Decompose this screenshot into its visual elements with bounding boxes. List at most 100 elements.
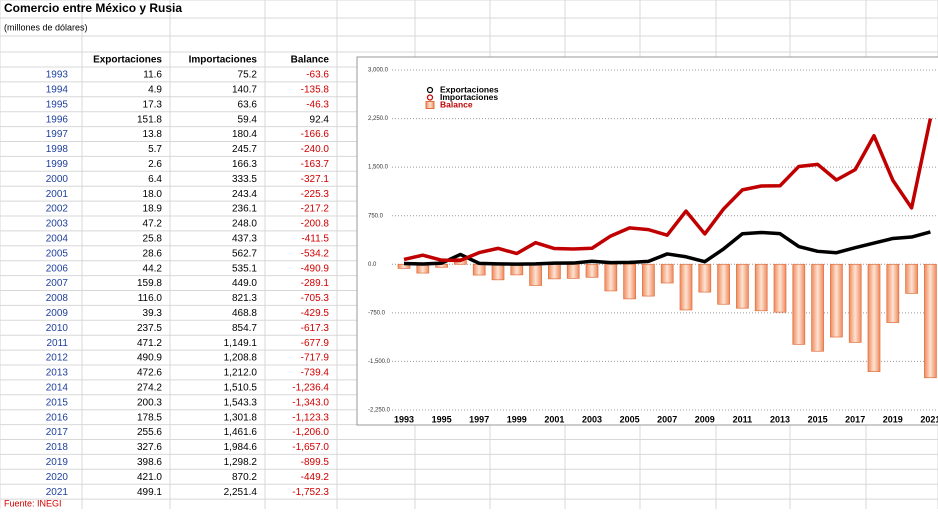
row-year: 2005 bbox=[46, 248, 69, 259]
bar bbox=[529, 263, 542, 286]
row-year: 2010 bbox=[46, 323, 69, 334]
cell-value: 1,301.8 bbox=[224, 412, 258, 423]
cell-value: 821.3 bbox=[232, 293, 257, 304]
bar bbox=[679, 263, 693, 311]
bar bbox=[585, 263, 599, 278]
row-year: 2000 bbox=[46, 174, 69, 185]
y-tick-label: -750.0 bbox=[368, 310, 386, 316]
row-year: 1993 bbox=[46, 70, 69, 81]
row-year: 2014 bbox=[46, 383, 69, 394]
bar bbox=[886, 263, 900, 323]
legend-marker bbox=[426, 94, 434, 101]
y-tick-label: -2,250.0 bbox=[368, 408, 391, 414]
cell-value: 151.8 bbox=[137, 114, 162, 125]
column-header: Exportaciones bbox=[93, 55, 162, 66]
row-year: 1994 bbox=[46, 85, 69, 96]
x-tick-label: 2005 bbox=[620, 414, 640, 424]
cell-value: 17.3 bbox=[143, 99, 163, 110]
cell-value: 13.8 bbox=[143, 129, 163, 140]
cell-value: -739.4 bbox=[301, 368, 330, 379]
cell-value: 116.0 bbox=[138, 293, 163, 304]
cell-value: -705.3 bbox=[301, 293, 330, 304]
bar bbox=[924, 263, 937, 379]
cell-value: 11.6 bbox=[143, 70, 162, 81]
cell-value: 25.8 bbox=[143, 234, 163, 245]
cell-value: 1,543.3 bbox=[224, 397, 258, 408]
source: Fuente: INEGI bbox=[4, 498, 62, 508]
cell-value: 449.0 bbox=[232, 278, 257, 289]
cell-value: -240.0 bbox=[301, 144, 330, 155]
bar bbox=[491, 263, 505, 281]
cell-value: 535.1 bbox=[232, 263, 257, 274]
x-tick-label: 2003 bbox=[582, 414, 602, 424]
bar bbox=[792, 263, 806, 345]
row-year: 2019 bbox=[46, 457, 69, 468]
cell-value: -534.2 bbox=[301, 248, 330, 259]
row-year: 2003 bbox=[46, 219, 69, 230]
legend-label: Importaciones bbox=[440, 92, 498, 102]
bar bbox=[736, 263, 749, 309]
cell-value: 6.4 bbox=[148, 174, 162, 185]
y-tick-label: 3,000.0 bbox=[368, 68, 389, 74]
cell-value: 5.7 bbox=[148, 144, 162, 155]
bar bbox=[867, 263, 881, 372]
cell-value: 237.5 bbox=[137, 323, 162, 334]
row-year: 2018 bbox=[46, 442, 69, 453]
bar bbox=[472, 263, 486, 276]
chart-frame bbox=[356, 56, 938, 426]
cell-value: -200.8 bbox=[301, 219, 330, 230]
cell-value: 75.2 bbox=[238, 70, 258, 81]
cell-value: 562.7 bbox=[232, 248, 257, 259]
cell-value: -327.1 bbox=[301, 174, 330, 185]
bar bbox=[848, 263, 862, 343]
bar bbox=[811, 263, 824, 352]
row-year: 1995 bbox=[46, 99, 69, 110]
cell-value: -1,752.3 bbox=[292, 487, 329, 498]
row-year: 1996 bbox=[46, 114, 69, 125]
cell-value: 1,461.6 bbox=[224, 427, 258, 438]
row-year: 2001 bbox=[46, 189, 69, 200]
cell-value: 166.3 bbox=[232, 159, 257, 170]
cell-value: -217.2 bbox=[301, 204, 330, 215]
bar bbox=[566, 263, 580, 279]
cell-value: 63.6 bbox=[238, 99, 258, 110]
cell-value: -717.9 bbox=[301, 353, 330, 364]
row-year: 2020 bbox=[46, 472, 69, 483]
cell-value: -677.9 bbox=[301, 338, 330, 349]
cell-value: 490.9 bbox=[137, 353, 162, 364]
sheet-title: Comercio entre México y Rusia bbox=[4, 1, 182, 15]
bar bbox=[717, 263, 730, 305]
cell-value: 248.0 bbox=[232, 219, 257, 230]
cell-value: -1,343.0 bbox=[292, 397, 329, 408]
cell-value: -617.3 bbox=[301, 323, 330, 334]
cell-value: 180.4 bbox=[232, 129, 257, 140]
line bbox=[403, 118, 933, 263]
line bbox=[403, 230, 931, 266]
cell-value: 1,208.8 bbox=[224, 353, 258, 364]
bar bbox=[623, 263, 636, 300]
cell-value: -411.5 bbox=[301, 234, 329, 245]
cell-value: 4.9 bbox=[148, 85, 162, 96]
cell-value: 92.4 bbox=[310, 114, 330, 125]
cell-value: 255.6 bbox=[137, 427, 162, 438]
legend-label: Balance bbox=[440, 99, 473, 109]
row-year: 2021 bbox=[46, 487, 69, 498]
sheet-subtitle: (millones de dólares) bbox=[4, 22, 88, 32]
cell-value: 18.9 bbox=[143, 204, 163, 215]
column-header: Importaciones bbox=[189, 55, 258, 66]
cell-value: 1,298.2 bbox=[224, 457, 258, 468]
row-year: 2013 bbox=[46, 368, 69, 379]
bar bbox=[642, 263, 655, 297]
x-tick-label: 1993 bbox=[394, 414, 414, 424]
chart: -2,250.0 -1,500.0 -750.0 0.0 750.0 1,500.0 2,2… bbox=[368, 68, 938, 424]
bar bbox=[660, 263, 674, 284]
legend-marker bbox=[426, 86, 434, 94]
row-year: 2009 bbox=[46, 308, 69, 319]
y-tick-label: 750.0 bbox=[368, 213, 384, 219]
row-year: 2017 bbox=[46, 427, 69, 438]
x-tick-label: 2017 bbox=[845, 414, 865, 424]
cell-value: -1,206.0 bbox=[292, 427, 329, 438]
row-year: 2016 bbox=[46, 412, 69, 423]
cell-value: 178.5 bbox=[137, 412, 162, 423]
cell-value: -490.9 bbox=[301, 263, 330, 274]
